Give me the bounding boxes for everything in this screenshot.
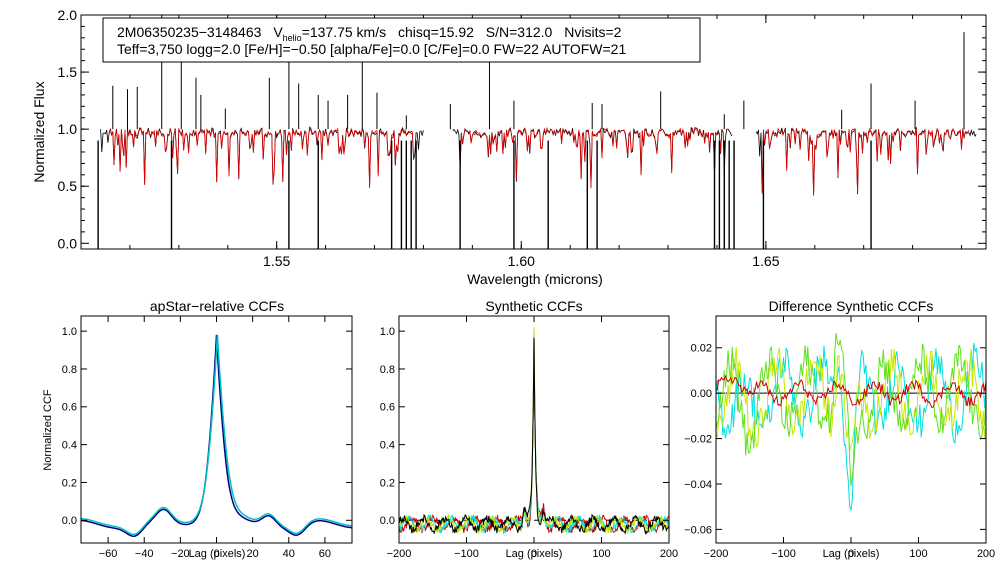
x-tick-label: 1.65 bbox=[752, 253, 779, 269]
y-tick-label: 1.5 bbox=[58, 64, 78, 80]
y-tick-label: 0.00 bbox=[691, 388, 712, 400]
y-tick-label: 0.02 bbox=[691, 343, 712, 355]
observed-spectrum-line bbox=[755, 127, 977, 195]
y-tick-label: 0.6 bbox=[380, 402, 395, 414]
vhelio-sub: helio bbox=[283, 33, 302, 43]
x-tick-label: 100 bbox=[909, 548, 927, 560]
y-tick-label: 2.0 bbox=[58, 7, 78, 23]
apstar-ccf-xlabel: Lag (pixels) bbox=[189, 548, 246, 560]
apstar-ccf-title: apStar−relative CCFs bbox=[150, 298, 284, 314]
x-tick-label: −200 bbox=[704, 548, 729, 560]
y-tick-label: 1.0 bbox=[380, 326, 395, 338]
y-tick-label: 0.0 bbox=[380, 515, 395, 527]
y-tick-label: 0.6 bbox=[62, 402, 77, 414]
x-tick-label: 100 bbox=[592, 548, 610, 560]
y-tick-label: 1.0 bbox=[62, 326, 77, 338]
y-tick-label: −0.04 bbox=[684, 479, 712, 491]
model-spectrum-line bbox=[108, 127, 414, 189]
y-tick-label: 0.2 bbox=[62, 477, 77, 489]
apstar-ccf-lines bbox=[80, 334, 353, 537]
x-tick-label: 200 bbox=[977, 548, 995, 560]
model-spectrum-line bbox=[761, 127, 970, 196]
nvisits: Nvisits=2 bbox=[564, 24, 621, 40]
y-tick-label: 0.0 bbox=[58, 235, 78, 251]
ccf-series-line-visit-2 bbox=[81, 334, 353, 536]
x-tick-label: 60 bbox=[319, 548, 331, 560]
x-tick-label: 200 bbox=[660, 548, 678, 560]
x-tick-label: 1.55 bbox=[263, 253, 290, 269]
spectrum-lines bbox=[97, 15, 977, 249]
x-tick-label: −100 bbox=[454, 548, 479, 560]
chisq: chisq=15.92 bbox=[398, 24, 474, 40]
info-line-1: 2M06350235−3148463 Vhelio=137.75 km/s ch… bbox=[117, 24, 622, 43]
snr: S/N=312.0 bbox=[486, 24, 553, 40]
difference-ccf-line-diff-1 bbox=[715, 342, 987, 511]
star-id: 2M06350235−3148463 bbox=[117, 24, 262, 40]
spectrum-panel: 1.55 1.60 1.65 0.0 0.5 1.0 1.5 2.0 Wavelength (… bbox=[31, 7, 987, 287]
difference-ccf-xlabel: Lag (pixels) bbox=[823, 548, 880, 560]
difference-ccf-panel: Difference Synthetic CCFs −200 −100 0 100 20… bbox=[684, 298, 995, 560]
x-tick-label: 0 bbox=[848, 548, 854, 560]
x-tick-label: 0 bbox=[531, 548, 537, 560]
difference-ccf-line-diff-3 bbox=[715, 332, 987, 487]
x-tick-label: −60 bbox=[99, 548, 118, 560]
synthetic-ccf-ticks: −200 −100 0 100 200 0.0 0.2 0.4 0.6 0.8 1.0 bbox=[380, 316, 678, 560]
spectrum-ylabel: Normalized Flux bbox=[31, 81, 47, 182]
synthetic-ccf-panel: Synthetic CCFs −200 −100 0 100 200 0.0 0.2 0.4 0… bbox=[380, 298, 678, 560]
difference-ccf-ticks: −200 −100 0 100 200 −0.06 −0.04 −0.02 0.00 0.02 bbox=[684, 316, 995, 560]
y-tick-label: 0.0 bbox=[62, 515, 77, 527]
x-tick-label: 0 bbox=[213, 548, 219, 560]
y-tick-label: 1.0 bbox=[58, 121, 78, 137]
x-tick-label: 20 bbox=[247, 548, 259, 560]
vhelio-value: =137.75 km/s bbox=[302, 24, 386, 40]
ccf-series-line-visit-1 bbox=[80, 334, 353, 537]
synthetic-ccf-xlabel: Lag (pixels) bbox=[506, 548, 563, 560]
synthetic-ccf-lines bbox=[398, 327, 670, 536]
vhelio-prefix: V bbox=[273, 24, 283, 40]
x-tick-label: −100 bbox=[771, 548, 796, 560]
x-tick-label: −40 bbox=[135, 548, 154, 560]
apstar-ccf-ticks: −60 −40 −20 0 20 40 60 0.0 0.2 0.4 0.6 0.8 1.0 bbox=[62, 316, 352, 560]
y-tick-label: −0.02 bbox=[684, 434, 712, 446]
info-line-2: Teff=3,750 logg=2.0 [Fe/H]=−0.50 [alpha/… bbox=[117, 41, 626, 57]
spectrum-xlabel: Wavelength (microns) bbox=[467, 271, 603, 287]
x-tick-label: −200 bbox=[387, 548, 412, 560]
x-tick-label: −20 bbox=[171, 548, 190, 560]
model-spectrum-line bbox=[459, 126, 724, 189]
info-box bbox=[102, 17, 701, 63]
difference-ccf-lines bbox=[715, 332, 987, 511]
spectrum-ticks: 1.55 1.60 1.65 0.0 0.5 1.0 1.5 2.0 bbox=[58, 7, 986, 269]
x-tick-label: 1.60 bbox=[508, 253, 535, 269]
x-tick-label: 40 bbox=[283, 548, 295, 560]
difference-ccf-title: Difference Synthetic CCFs bbox=[769, 298, 934, 314]
y-tick-label: 0.4 bbox=[62, 440, 77, 452]
y-tick-label: 0.5 bbox=[58, 178, 78, 194]
apstar-ccf-panel: apStar−relative CCFs −60 −40 −20 0 20 40 60 0.0… bbox=[42, 298, 353, 560]
apstar-ccf-ylabel: Normalized CCF bbox=[42, 389, 54, 471]
spectrum-axes-frame bbox=[80, 14, 987, 250]
y-tick-label: 0.4 bbox=[380, 440, 395, 452]
y-tick-label: 0.8 bbox=[380, 364, 395, 376]
synthetic-ccf-title: Synthetic CCFs bbox=[485, 298, 582, 314]
y-tick-label: 0.2 bbox=[380, 477, 395, 489]
y-tick-label: 0.8 bbox=[62, 364, 77, 376]
y-tick-label: −0.06 bbox=[684, 524, 712, 536]
difference-ccf-line-diff-model bbox=[715, 374, 987, 409]
synthetic-ccf-line-visit-3 bbox=[398, 337, 670, 536]
